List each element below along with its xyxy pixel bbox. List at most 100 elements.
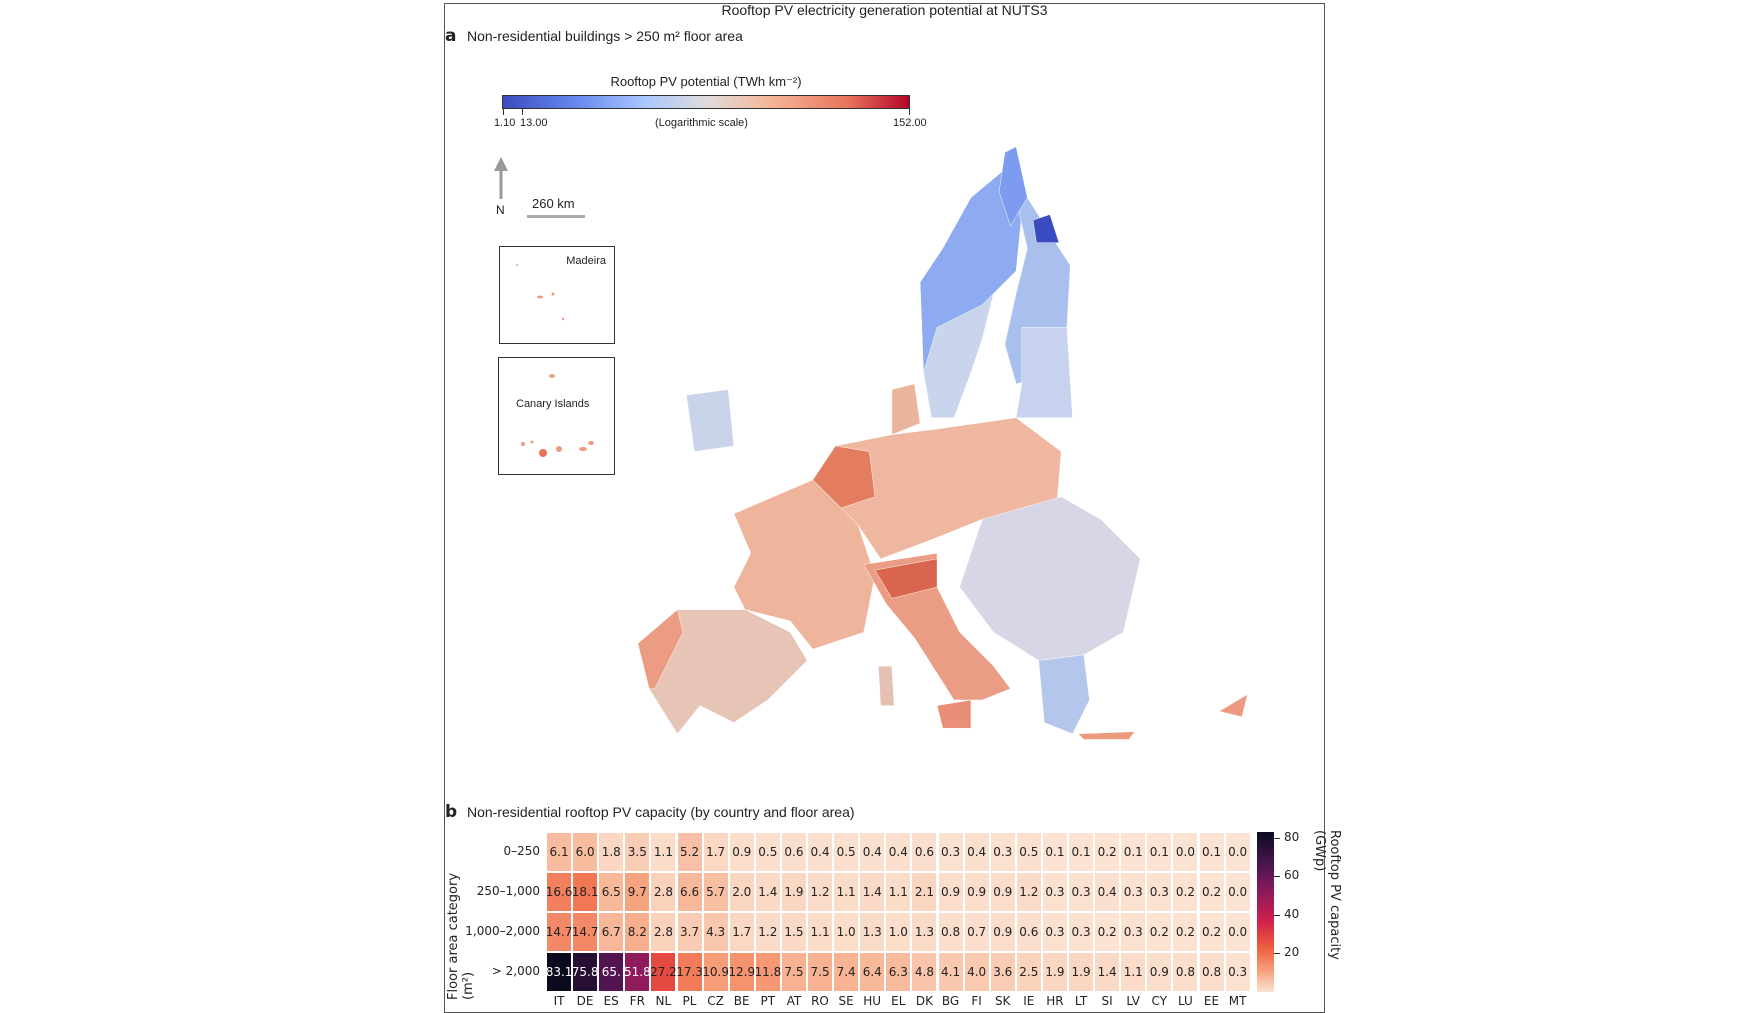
- heatmap-row-label: 1,000–2,000: [465, 924, 540, 938]
- heatmap-cell: 2.8: [650, 872, 677, 912]
- panel-a-letter: a: [445, 26, 457, 46]
- heatmap-cell: 1.2: [1015, 872, 1042, 912]
- heatmap-cell: 0.4: [885, 832, 912, 872]
- region-sardinia: [878, 665, 895, 706]
- scale-bar-label: 260 km: [532, 196, 575, 211]
- region-greece: [1038, 654, 1090, 735]
- heatmap-cell: 0.8: [937, 912, 964, 952]
- heatmap-cell: 1.7: [702, 832, 729, 872]
- heatmap-column-label: AT: [786, 994, 802, 1008]
- heatmap-cell: 1.4: [754, 872, 781, 912]
- heatmap-cell: 27.2: [650, 952, 677, 992]
- colorbar-b-tick: [1274, 837, 1280, 839]
- inset-label: Canary Islands: [516, 398, 590, 410]
- heatmap-cell: 6.1: [546, 832, 573, 872]
- heatmap-cell: 1.4: [859, 872, 886, 912]
- heatmap-column-label: SK: [994, 994, 1011, 1008]
- region-sweden-south: [923, 292, 994, 418]
- colorbar-b-label: Rooftop PV capacity (GWp): [1312, 830, 1342, 960]
- heatmap-cell: 0.2: [1094, 912, 1121, 952]
- heatmap-column-label: FR: [629, 994, 645, 1008]
- heatmap-cell: 0.3: [1120, 872, 1147, 912]
- heatmap-cell: 6.6: [676, 872, 703, 912]
- heatmap-cell: 6.3: [885, 952, 912, 992]
- colorbar-a-title: Rooftop PV potential (TWh km⁻²): [610, 74, 802, 89]
- figure-title: Rooftop PV electricity generation potent…: [721, 2, 1048, 18]
- region-ireland: [686, 389, 735, 452]
- heatmap-cell: 1.3: [911, 912, 938, 952]
- heatmap-cell: 0.6: [780, 832, 807, 872]
- heatmap-cell: 0.5: [754, 832, 781, 872]
- north-arrow-icon: [494, 157, 508, 199]
- heatmap-cell: 0.9: [937, 872, 964, 912]
- eu-nuts3-map: [637, 146, 1248, 740]
- colorbar-b-tick-label: 20: [1284, 945, 1300, 960]
- heatmap-cell: 0.1: [1146, 832, 1173, 872]
- heatmap-cell: 3.7: [676, 912, 703, 952]
- region-crete: [1077, 731, 1136, 740]
- heatmap-cell: 12.9: [728, 952, 755, 992]
- heatmap-cell: 0.1: [1041, 832, 1068, 872]
- heatmap-cell: 6.4: [859, 952, 886, 992]
- heatmap-cell: 1.1: [833, 872, 860, 912]
- region-iberia: [637, 609, 808, 735]
- heatmap-column-label: HR: [1046, 994, 1064, 1008]
- colorbar-a-tick-label: 152.00: [893, 117, 927, 129]
- heatmap-cell: 75.8: [572, 952, 599, 992]
- heatmap-column-label: PL: [682, 994, 697, 1008]
- region-cyprus: [1218, 693, 1248, 718]
- heatmap-column-label: LU: [1177, 994, 1193, 1008]
- panel-b-letter: b: [445, 802, 458, 822]
- inset-label: Madeira: [566, 255, 606, 267]
- madeira-islands: [516, 264, 565, 321]
- heatmap-cell: 0.4: [807, 832, 834, 872]
- heatmap-cell: 1.3: [859, 912, 886, 952]
- heatmap-cell: 1.9: [1041, 952, 1068, 992]
- colorbar-a-tick-label: 1.10: [494, 117, 516, 129]
- heatmap-cell: 0.6: [911, 832, 938, 872]
- heatmap-column-label: DK: [915, 994, 933, 1008]
- heatmap-cell: 2.5: [1015, 952, 1042, 992]
- heatmap-cell: 2.0: [728, 872, 755, 912]
- heatmap-cell: 5.7: [702, 872, 729, 912]
- heatmap-cell: 1.2: [807, 872, 834, 912]
- heatmap-cell: 1.1: [807, 912, 834, 952]
- heatmap-cell: 3.6: [989, 952, 1016, 992]
- heatmap-cell: 1.0: [885, 912, 912, 952]
- heatmap-cell: 14.7: [572, 912, 599, 952]
- heatmap-cell: 4.0: [963, 952, 990, 992]
- heatmap-cell: 5.2: [676, 832, 703, 872]
- region-sicily: [936, 699, 972, 729]
- heatmap-column-label: NL: [655, 994, 672, 1008]
- heatmap-column-label: DE: [576, 994, 594, 1008]
- heatmap-cell: 9.7: [624, 872, 651, 912]
- colorbar-b-tick: [1274, 876, 1280, 878]
- heatmap-cell: 83.1: [546, 952, 572, 992]
- heatmap-cell: 0.2: [1172, 872, 1199, 912]
- heatmap-column-label: SE: [838, 994, 854, 1008]
- heatmap-row-label: > 2,000: [491, 964, 540, 978]
- inset-canary-islands: Canary Islands: [498, 357, 615, 475]
- heatmap-cell: 0.8: [1172, 952, 1199, 992]
- heatmap-cell: 4.1: [937, 952, 964, 992]
- region-iberia-coast: [637, 609, 684, 689]
- heatmap-column-label: EL: [891, 994, 906, 1008]
- heatmap-cell: 17.3: [676, 952, 703, 992]
- heatmap-cell: 14.7: [546, 912, 572, 952]
- heatmap-cell: 2.8: [650, 912, 677, 952]
- heatmap-cell: 7.5: [780, 952, 807, 992]
- colorbar-b: [1257, 832, 1274, 992]
- heatmap-cell: 0.4: [1094, 872, 1121, 912]
- heatmap-cell: 0.3: [1041, 872, 1068, 912]
- heatmap-cell: 0.7: [963, 912, 990, 952]
- heatmap-column-label: MT: [1228, 994, 1247, 1008]
- heatmap-cell: 0.2: [1198, 872, 1225, 912]
- heatmap-cell: 1.4: [1094, 952, 1121, 992]
- colorbar-a-tick: [522, 109, 523, 115]
- heatmap-cell: 0.4: [859, 832, 886, 872]
- heatmap-cell: 0.0: [1172, 832, 1199, 872]
- region-denmark: [891, 383, 921, 435]
- heatmap-column-label: CY: [1151, 994, 1168, 1008]
- heatmap-cell: 1.2: [754, 912, 781, 952]
- heatmap-cell: 11.8: [754, 952, 781, 992]
